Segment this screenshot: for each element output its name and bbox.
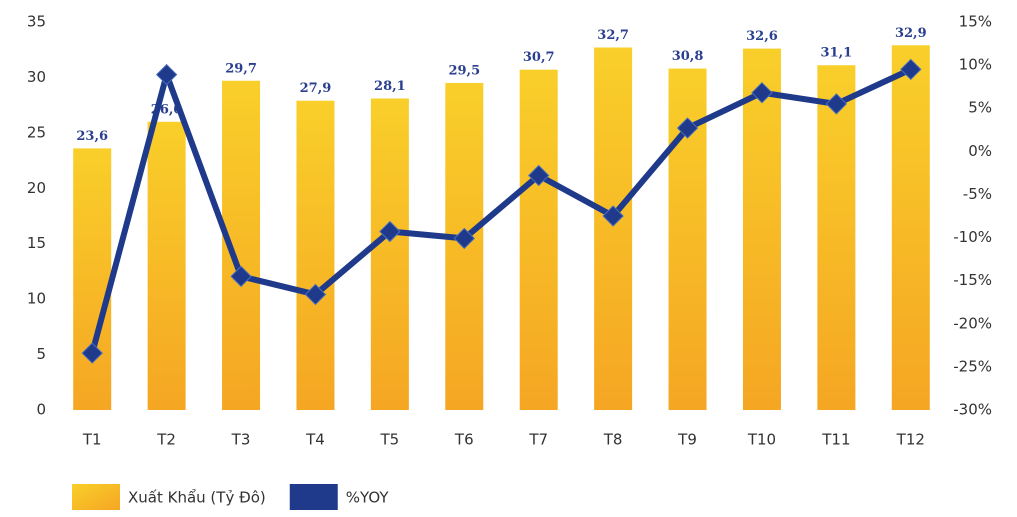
y-tick-label: 10	[27, 290, 46, 308]
bar	[891, 45, 930, 410]
bar	[817, 65, 856, 410]
x-tick-label: T12	[896, 431, 925, 449]
x-tick-label: T2	[156, 431, 176, 449]
y-tick-label: 20	[27, 179, 46, 197]
legend-swatch	[72, 484, 120, 510]
y-tick-label: 30	[27, 68, 46, 86]
y-tick-label: 5	[36, 345, 46, 363]
marker	[379, 220, 401, 243]
bar	[147, 121, 186, 411]
value-label: 30,8	[672, 49, 704, 64]
y2-tick-label: -25%	[953, 357, 992, 375]
bar	[296, 100, 335, 411]
marker	[230, 265, 252, 288]
value-label: 30,7	[523, 50, 555, 65]
x-tick-label: T1	[82, 431, 102, 449]
y2-tick-label: -30%	[953, 401, 992, 419]
marker	[304, 283, 327, 306]
marker	[900, 58, 922, 81]
value-label: 28,1	[374, 79, 406, 94]
marker	[528, 164, 550, 187]
legend-label: %YOY	[346, 489, 390, 507]
x-tick-label: T10	[747, 431, 776, 449]
bar	[519, 69, 558, 410]
legend-swatch	[289, 484, 338, 510]
x-tick-label: T7	[528, 431, 548, 449]
x-tick-label: T9	[677, 431, 697, 449]
x-tick-label: T4	[305, 431, 325, 449]
bar	[594, 47, 633, 411]
marker	[602, 205, 624, 227]
y-tick-label: 15	[27, 234, 46, 252]
value-label: 27,9	[300, 81, 332, 96]
y2-tick-label: 10%	[959, 56, 992, 74]
bar	[73, 148, 112, 410]
marker	[751, 81, 773, 104]
marker	[155, 63, 178, 86]
value-label: 23,6	[76, 129, 108, 144]
value-label: 32,7	[597, 28, 629, 43]
legend-label: Xuất Khẩu (Tỷ Đô)	[128, 489, 266, 507]
marker	[81, 342, 103, 364]
x-tick-label: T5	[380, 431, 400, 449]
y-tick-label: 25	[27, 123, 46, 141]
value-label: 29,5	[448, 63, 480, 78]
marker	[676, 117, 699, 139]
y2-tick-label: 0%	[968, 142, 992, 160]
value-label: 31,1	[821, 46, 853, 61]
y2-tick-label: -5%	[963, 185, 992, 203]
bar	[370, 98, 409, 411]
bar	[742, 48, 781, 410]
y-tick-label: 35	[27, 13, 46, 31]
y2-tick-label: 5%	[968, 99, 992, 117]
y2-tick-label: -20%	[953, 314, 992, 332]
y2-tick-label: -15%	[953, 271, 992, 289]
y-tick-label: 0	[36, 401, 46, 419]
line	[89, 66, 913, 354]
x-tick-label: T8	[603, 431, 623, 449]
value-label: 32,6	[746, 29, 778, 44]
value-label: 29,7	[225, 61, 257, 76]
x-tick-label: T11	[821, 431, 850, 449]
marker	[453, 227, 475, 250]
x-tick-label: T6	[454, 431, 474, 449]
y2-tick-label: -10%	[953, 228, 992, 246]
value-label: 32,9	[895, 26, 927, 41]
y2-tick-label: 15%	[959, 13, 992, 31]
marker	[825, 93, 848, 115]
x-tick-label: T3	[231, 431, 251, 449]
